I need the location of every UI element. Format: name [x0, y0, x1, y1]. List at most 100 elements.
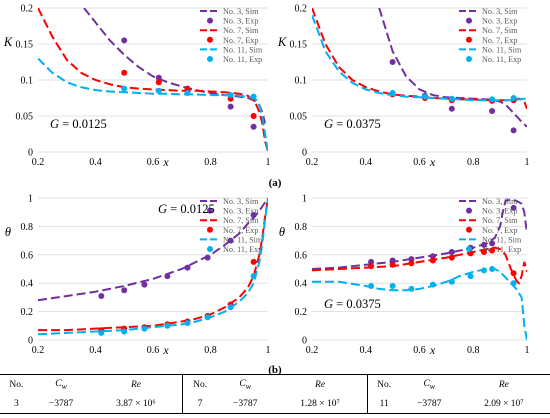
series-no-11-sim-line — [38, 198, 268, 336]
y-tick-label: 0.2 — [21, 307, 34, 318]
series-no-3-exp-point — [389, 257, 396, 264]
legend-label: No. 11, Sim — [223, 45, 263, 54]
series-no-3-exp-point — [510, 204, 517, 211]
legend-label: No. 11, Exp — [223, 245, 262, 254]
x-tick-label: 0.8 — [204, 157, 217, 168]
series-no-11-exp-point — [184, 320, 191, 326]
legend-marker — [466, 36, 472, 43]
series-no-7-exp-point — [408, 260, 415, 267]
series-no-3-sim-line — [38, 198, 268, 302]
x-tick-label: 0.4 — [89, 345, 102, 356]
x-tick-label: 0.6 — [413, 345, 426, 356]
y-tick-label: 0 — [28, 148, 33, 159]
x-tick-label: 0.4 — [360, 157, 373, 168]
series-no-11-exp-point — [448, 95, 455, 102]
series-no-11-sim-line — [312, 268, 527, 340]
series-no-11-exp-point — [227, 304, 234, 311]
series-no-7-exp-point — [429, 257, 436, 264]
legend-label: No. 11, Sim — [482, 235, 522, 244]
series-no-3-exp-point — [448, 249, 455, 255]
legend-label: No. 7, Exp — [482, 36, 517, 45]
y-tick-label: 0 — [302, 336, 307, 347]
table-header-cell: No. — [182, 374, 217, 394]
series-no-11-exp-point — [184, 90, 191, 96]
series-no-3-exp-point — [250, 212, 257, 218]
x-tick-label: 1 — [525, 345, 530, 356]
legend-label: No. 11, Sim — [482, 45, 522, 54]
series-no-11-exp-point — [389, 283, 396, 289]
annotation-label: G = 0.0375 — [324, 297, 381, 311]
y-tick-label: 0.8 — [21, 222, 34, 233]
table-cell: 3.87 × 10⁶ — [89, 394, 183, 414]
series-no-11-exp-point — [368, 283, 375, 289]
legend-label: No. 3, Exp — [482, 207, 517, 216]
series-no-7-exp-point — [250, 113, 257, 119]
series-no-11-exp-point — [489, 96, 496, 103]
x-tick-label: 0.4 — [89, 157, 102, 168]
table-header-cell: No. — [366, 374, 401, 394]
x-tick-label: 0.6 — [147, 157, 160, 168]
annotation-label: G = 0.0125 — [50, 117, 107, 131]
series-no-7-exp-point — [250, 258, 257, 265]
series-no-11-exp-point — [121, 328, 128, 335]
table-row: 3 −3787 3.87 × 10⁶ 7 −3787 1.28 × 10⁷ 11… — [0, 394, 550, 414]
series-no-3-exp-point — [155, 74, 162, 81]
plot-area — [38, 8, 268, 152]
series-no-3-exp-point — [121, 287, 128, 294]
series-no-7-sim-line — [312, 246, 527, 286]
annotation-label: G = 0.0125 — [158, 202, 215, 216]
y-axis-label: θ — [279, 225, 285, 239]
series-no-11-exp-point — [227, 92, 234, 99]
panel-label-a: (a) — [269, 177, 282, 189]
table-cell: 1.28 × 10⁷ — [273, 394, 368, 414]
series-no-7-exp-point — [389, 261, 396, 268]
x-tick-label: 0.2 — [32, 345, 45, 356]
table-cell: −3787 — [32, 394, 90, 414]
parameter-table: No. Cw Re No. Cw Re No. Cw Re 3 −3787 3.… — [0, 374, 550, 416]
series-no-11-exp-point — [389, 90, 396, 96]
series-no-3-sim-line — [378, 8, 527, 128]
y-tick-label: 0.05 — [290, 112, 308, 123]
legend-marker — [207, 36, 213, 43]
series-no-7-exp-point — [184, 85, 191, 92]
series-no-3-exp-point — [121, 37, 128, 44]
x-tick-label: 0.2 — [32, 157, 45, 168]
x-tick-label: 0.8 — [204, 345, 217, 356]
series-no-11-sim-line — [38, 57, 268, 152]
y-tick-label: 0.4 — [21, 279, 34, 290]
legend-label: No. 11, Exp — [482, 55, 521, 64]
legend-label: No. 3, Exp — [223, 207, 258, 216]
legend-label: No. 7, Sim — [223, 216, 259, 225]
chart-a-left: 0 0.05 0.1 0.15 0.2 0.2 0.4 0.6 0.8 1 x K No. 3, Sim… — [3, 4, 271, 170]
table-cell: −3787 — [216, 394, 274, 414]
x-tick-label: 0.8 — [467, 157, 480, 168]
x-tick-label: 0.4 — [360, 345, 373, 356]
x-tick-label: 1 — [525, 157, 530, 168]
legend-label: No. 7, Exp — [223, 226, 258, 235]
series-no-11-exp-point — [481, 267, 487, 274]
series-no-11-exp-point — [421, 93, 428, 100]
series-no-11-exp-point — [164, 322, 171, 329]
x-axis-label: x — [429, 155, 436, 169]
series-no-3-exp-point — [184, 264, 191, 271]
series-no-11-exp-point — [448, 278, 455, 285]
series-no-3-exp-point — [489, 240, 496, 247]
table-header-cell: Cw — [32, 374, 90, 394]
y-tick-label: 0 — [28, 336, 33, 347]
y-tick-label: 0.8 — [295, 222, 308, 233]
y-tick-label: 0.1 — [295, 76, 308, 87]
series-no-7-exp-point — [121, 69, 128, 76]
table-cell: −3787 — [400, 394, 458, 414]
legend-label: No. 7, Sim — [482, 216, 518, 225]
series-no-11-exp-point — [467, 273, 474, 280]
legend-label: No. 7, Exp — [482, 226, 517, 235]
series-no-11-exp-point — [408, 285, 415, 292]
table-header-cell: Re — [273, 374, 368, 394]
legend-marker — [466, 226, 472, 233]
y-axis-label: θ — [5, 225, 11, 239]
y-tick-label: 0.2 — [295, 4, 308, 15]
series-no-11-exp-point — [429, 281, 436, 288]
legend-marker — [207, 17, 213, 24]
